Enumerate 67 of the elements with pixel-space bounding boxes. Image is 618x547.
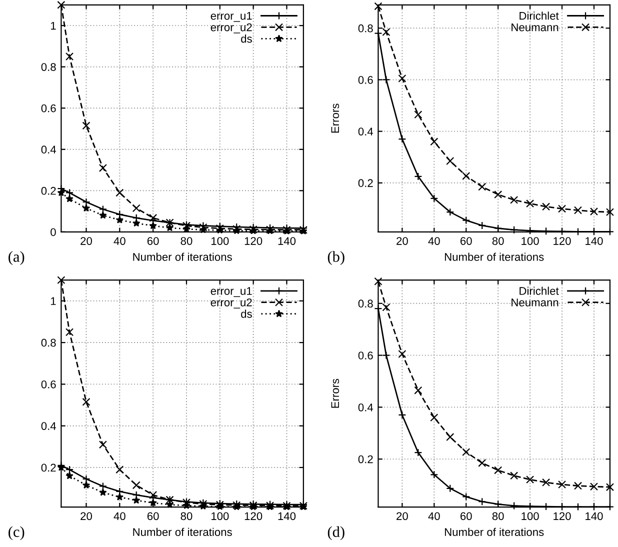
x-axis-title: Number of iterations <box>444 528 544 536</box>
x-tick-label: 20 <box>396 237 408 245</box>
text: (a) <box>8 251 24 265</box>
y-tick-label: 0.8 <box>358 24 373 32</box>
x-tick-label: 140 <box>586 237 603 245</box>
text: (b) <box>328 251 344 265</box>
y-axis-title: Errors <box>331 378 340 408</box>
x-tick-label: 40 <box>428 237 440 245</box>
y-tick-label: 0.8 <box>41 338 56 347</box>
x-tick-label: 140 <box>586 512 603 520</box>
x-tick-label: 140 <box>278 237 296 245</box>
x-tick-label: 100 <box>211 512 229 520</box>
legend-label: error_u2 <box>210 298 252 308</box>
x-tick-label: 40 <box>114 512 126 520</box>
text: (d) <box>328 526 344 540</box>
y-tick-label: 0.6 <box>358 76 373 84</box>
x-tick-label: 60 <box>147 512 159 520</box>
legend-label: Neumann <box>512 298 558 306</box>
x-tick-label: 80 <box>180 237 192 245</box>
y-tick-label: 0 <box>50 228 56 236</box>
x-axis-title: Number of iterations <box>133 252 232 261</box>
legend-label: Dirichlet <box>520 286 559 295</box>
x-tick-label: 60 <box>460 512 472 520</box>
y-tick-label: 1 <box>50 297 56 305</box>
legend-label: ds <box>241 34 252 43</box>
legend-label: Dirichlet <box>520 12 559 20</box>
x-tick-label: 120 <box>554 512 571 520</box>
x-axis-title: Number of iterations <box>444 252 544 261</box>
y-tick-label: 0.2 <box>358 455 373 464</box>
y-tick-label: 1 <box>50 22 56 30</box>
x-tick-label: 60 <box>460 237 472 245</box>
y-tick-label: 0.2 <box>41 464 56 472</box>
legend-label: error_u1 <box>210 287 252 297</box>
x-tick-label: 20 <box>80 237 92 245</box>
y-axis-title: Errors <box>331 104 340 133</box>
x-tick-label: 80 <box>180 512 192 520</box>
y-tick-label: 0.4 <box>41 422 56 430</box>
y-tick-label: 0.6 <box>41 104 56 112</box>
x-tick-label: 80 <box>492 512 504 520</box>
x-tick-label: 60 <box>147 237 159 245</box>
y-tick-label: 0.8 <box>358 300 373 308</box>
legend-label: error_u1 <box>210 12 252 22</box>
x-tick-label: 100 <box>522 512 539 520</box>
x-tick-label: 100 <box>211 237 229 245</box>
x-tick-label: 40 <box>428 512 440 520</box>
y-tick-label: 0.2 <box>358 179 373 188</box>
y-tick-label: 0.4 <box>41 146 56 154</box>
y-tick-label: 0.6 <box>41 380 56 388</box>
y-tick-label: 0.8 <box>41 63 56 71</box>
legend-label: Neumann <box>512 23 558 32</box>
legend-label: ds <box>241 310 252 318</box>
x-tick-label: 120 <box>244 512 262 520</box>
x-tick-label: 140 <box>278 512 296 520</box>
y-tick-label: 0.2 <box>41 186 56 195</box>
x-tick-label: 20 <box>80 512 92 520</box>
x-tick-label: 80 <box>492 237 504 245</box>
x-tick-label: 40 <box>114 237 126 245</box>
text: (c) <box>8 526 24 540</box>
y-tick-label: 0.6 <box>358 352 373 360</box>
x-tick-label: 120 <box>244 237 262 245</box>
y-tick-label: 0.4 <box>358 403 374 412</box>
legend-label: error_u2 <box>210 23 252 34</box>
x-tick-label: 20 <box>396 512 408 520</box>
x-axis-title: Number of iterations <box>133 528 232 536</box>
x-tick-label: 100 <box>522 237 539 245</box>
y-tick-label: 0.4 <box>358 128 374 136</box>
x-tick-label: 120 <box>554 237 571 245</box>
